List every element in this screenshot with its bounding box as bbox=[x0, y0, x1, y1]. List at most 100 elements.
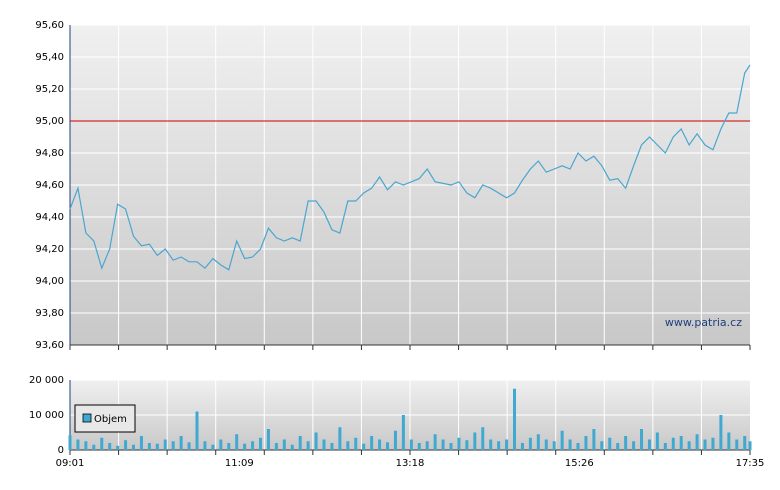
y-tick-label: 94,20 bbox=[35, 244, 64, 255]
volume-bar bbox=[322, 439, 326, 450]
volume-bar bbox=[147, 443, 151, 450]
volume-bar bbox=[632, 441, 636, 450]
x-tick-label: 13:18 bbox=[396, 458, 425, 469]
y-tick-label: 95,60 bbox=[35, 20, 64, 31]
volume-bar bbox=[211, 444, 215, 450]
x-tick-label: 17:35 bbox=[736, 458, 765, 469]
volume-bar bbox=[68, 435, 72, 450]
volume-bar bbox=[306, 441, 310, 450]
volume-bar bbox=[290, 444, 294, 450]
volume-bar bbox=[520, 443, 524, 450]
y-tick-label: 20 000 bbox=[29, 375, 64, 386]
y-tick-label: 94,40 bbox=[35, 212, 64, 223]
volume-bar bbox=[251, 441, 255, 450]
y-tick-label: 10 000 bbox=[29, 410, 64, 421]
volume-bar bbox=[179, 436, 183, 450]
volume-bar bbox=[84, 441, 88, 450]
volume-bar bbox=[703, 439, 707, 450]
volume-bar bbox=[544, 439, 548, 450]
volume-bar bbox=[401, 415, 405, 450]
x-tick-label: 15:26 bbox=[565, 458, 594, 469]
volume-bar bbox=[282, 439, 286, 450]
volume-bar bbox=[298, 436, 302, 450]
y-tick-label: 93,60 bbox=[35, 340, 64, 351]
volume-bar bbox=[727, 432, 731, 450]
volume-bar bbox=[457, 437, 461, 450]
volume-bar bbox=[259, 437, 263, 450]
volume-bar bbox=[76, 439, 80, 450]
volume-bar bbox=[100, 437, 104, 450]
watermark: www.patria.cz bbox=[665, 316, 742, 329]
volume-bar bbox=[576, 443, 580, 450]
volume-bar bbox=[274, 443, 278, 450]
x-tick-label: 09:01 bbox=[56, 458, 85, 469]
volume-bar bbox=[441, 439, 445, 450]
legend-swatch bbox=[82, 413, 92, 423]
volume-bar bbox=[536, 434, 540, 450]
volume-bar bbox=[409, 439, 413, 450]
y-tick-label: 0 bbox=[58, 445, 64, 456]
volume-bar bbox=[235, 434, 239, 450]
volume-bar bbox=[489, 439, 493, 450]
volume-bar bbox=[743, 436, 747, 450]
volume-bar bbox=[560, 430, 564, 450]
volume-bar bbox=[92, 444, 96, 450]
volume-bar bbox=[748, 441, 752, 450]
volume-bar bbox=[663, 443, 667, 450]
volume-bar bbox=[735, 439, 739, 450]
volume-bar bbox=[330, 443, 334, 450]
y-tick-label: 95,40 bbox=[35, 52, 64, 63]
volume-bar bbox=[155, 443, 159, 450]
volume-bar bbox=[314, 432, 318, 450]
volume-bar bbox=[695, 434, 699, 450]
volume-bar bbox=[417, 443, 421, 450]
y-tick-label: 94,60 bbox=[35, 180, 64, 191]
volume-bar bbox=[386, 442, 390, 450]
volume-bar bbox=[513, 388, 517, 450]
volume-bar bbox=[568, 439, 572, 450]
volume-bar bbox=[171, 441, 175, 450]
volume-bar bbox=[195, 411, 199, 450]
volume-bar bbox=[616, 443, 620, 450]
legend-label: Objem bbox=[94, 414, 127, 425]
volume-bar bbox=[139, 436, 143, 450]
volume-bar bbox=[203, 441, 207, 450]
volume-bar bbox=[624, 436, 628, 450]
volume-bar bbox=[600, 441, 604, 450]
volume-bar bbox=[370, 436, 374, 450]
volume-bar bbox=[655, 432, 659, 450]
volume-bar bbox=[124, 440, 128, 450]
volume-bar bbox=[132, 444, 136, 450]
volume-bar bbox=[219, 439, 223, 450]
volume-bar bbox=[640, 429, 644, 450]
volume-bar bbox=[425, 441, 429, 450]
volume-bar bbox=[679, 436, 683, 450]
volume-bar bbox=[505, 439, 509, 450]
volume-bar bbox=[647, 439, 651, 450]
volume-bar bbox=[243, 443, 247, 450]
volume-bar bbox=[528, 437, 532, 450]
volume-bar bbox=[584, 436, 588, 450]
volume-bar bbox=[711, 437, 715, 450]
volume-bar bbox=[592, 429, 596, 450]
y-tick-label: 95,00 bbox=[35, 116, 64, 127]
volume-bar bbox=[187, 442, 191, 450]
volume-bar bbox=[719, 415, 723, 450]
volume-bar bbox=[338, 427, 342, 450]
volume-bar bbox=[473, 432, 477, 450]
y-tick-label: 95,20 bbox=[35, 84, 64, 95]
volume-bar bbox=[481, 427, 485, 450]
y-tick-label: 94,00 bbox=[35, 276, 64, 287]
x-tick-label: 11:09 bbox=[225, 458, 254, 469]
y-tick-label: 94,80 bbox=[35, 148, 64, 159]
volume-bar bbox=[608, 437, 612, 450]
volume-bar bbox=[671, 437, 675, 450]
volume-bar bbox=[497, 441, 501, 450]
price-line bbox=[69, 64, 751, 271]
volume-bar bbox=[552, 441, 556, 450]
volume-bar bbox=[362, 443, 366, 450]
volume-bar bbox=[227, 443, 231, 450]
volume-bar bbox=[266, 429, 270, 450]
volume-bar bbox=[449, 443, 453, 450]
